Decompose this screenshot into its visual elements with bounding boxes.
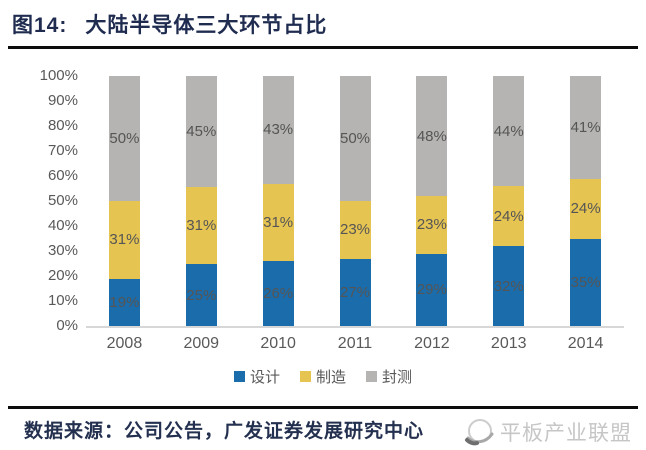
bar-segment-value-label: 23% bbox=[339, 221, 371, 239]
y-axis-tick-label: 90% bbox=[47, 92, 78, 109]
legend-item: 封测 bbox=[366, 366, 412, 387]
bar-segment-value-label: 50% bbox=[109, 130, 140, 147]
legend-item: 制造 bbox=[299, 366, 346, 387]
x-axis-labels: 2008 2009 2010 2011 2012 2013 2014 bbox=[86, 335, 624, 353]
legend: 设计 制造 封测 bbox=[0, 366, 646, 387]
y-axis-tick-label: 50% bbox=[47, 192, 78, 209]
bar-segment: 43% bbox=[262, 76, 294, 184]
x-axis-category-label: 2013 bbox=[490, 335, 527, 352]
y-axis-tick-label: 10% bbox=[47, 292, 78, 309]
stacked-bar-2014: 41% 24% 35% bbox=[570, 76, 602, 326]
bar-segment-value-label: 19% bbox=[109, 293, 140, 311]
bar-segment: 27% bbox=[339, 258, 371, 326]
bar-segment-value-label: 32% bbox=[493, 277, 524, 295]
bar-segment-value-label: 41% bbox=[570, 118, 601, 136]
y-axis: 100% 90% 80% 70% 60% 50% 40% 30% 20% 10% 0% bbox=[24, 67, 86, 334]
y-axis-tick-label: 40% bbox=[47, 217, 78, 234]
data-source-text: 数据来源：公司公告，广发证券发展研究中心 bbox=[24, 421, 425, 442]
x-axis-category-label: 2014 bbox=[567, 335, 604, 352]
bar-slot: 50% 31% 19% bbox=[86, 76, 163, 326]
bars-area: 50% 31% 19% 45% 31% 25% 43% 31% 26% 50% 23% 27% 48% 2… bbox=[86, 76, 624, 328]
bar-slot: 50% 23% 27% bbox=[317, 76, 394, 326]
bar-segment-value-label: 31% bbox=[109, 231, 140, 249]
y-axis-tick-label: 70% bbox=[47, 142, 78, 159]
bar-slot: 44% 24% 32% bbox=[470, 76, 547, 326]
plot-area: 50% 31% 19% 45% 31% 25% 43% 31% 26% 50% 23% 27% 48% 2… bbox=[86, 76, 624, 353]
y-axis-tick-label: 80% bbox=[47, 117, 78, 134]
bar-segment-value-label: 23% bbox=[416, 216, 447, 234]
bar-segment-value-label: 48% bbox=[416, 127, 447, 145]
y-axis-tick-label: 20% bbox=[47, 267, 78, 284]
alliance-logo-icon bbox=[465, 419, 494, 446]
y-axis-tick-label: 60% bbox=[47, 167, 78, 184]
bar-segment-value-label: 44% bbox=[493, 122, 524, 140]
footer-divider-line bbox=[8, 406, 638, 409]
bar-segment-value-label: 50% bbox=[339, 130, 371, 147]
y-axis-tick-label: 100% bbox=[39, 67, 78, 84]
bar-slot: 45% 31% 25% bbox=[163, 76, 240, 326]
bar-segment: 35% bbox=[570, 238, 602, 326]
bar-segment: 32% bbox=[493, 246, 525, 326]
stacked-bar-2012: 48% 23% 29% bbox=[416, 76, 448, 326]
bar-segment: 24% bbox=[493, 186, 525, 246]
legend-swatch-icon bbox=[299, 371, 311, 382]
bar-segment-value-label: 27% bbox=[339, 283, 371, 301]
bar-segment: 23% bbox=[339, 201, 371, 259]
bar-segment: 29% bbox=[416, 253, 448, 326]
bar-segment-value-label: 31% bbox=[263, 213, 294, 231]
bar-segment: 24% bbox=[570, 178, 602, 239]
bar-segment: 45% bbox=[185, 76, 217, 188]
watermark-text: 平板产业联盟 bbox=[500, 422, 632, 445]
x-axis-category-label: 2009 bbox=[183, 335, 220, 352]
bar-segment: 31% bbox=[262, 183, 294, 261]
bar-segment: 44% bbox=[493, 76, 525, 186]
x-axis-category-label: 2008 bbox=[106, 335, 143, 352]
y-axis-tick-label: 30% bbox=[47, 242, 78, 259]
bar-slot: 48% 23% 29% bbox=[393, 76, 470, 326]
stacked-bar-2010: 43% 31% 26% bbox=[262, 76, 294, 326]
stacked-bar-chart: 100% 90% 80% 70% 60% 50% 40% 30% 20% 10% 0% 50% 31%… bbox=[24, 67, 624, 353]
bar-segment: 25% bbox=[185, 264, 217, 326]
bar-segment-value-label: 43% bbox=[263, 121, 294, 139]
x-axis-category-label: 2011 bbox=[337, 335, 373, 352]
legend-label: 制造 bbox=[315, 369, 346, 386]
bar-segment-value-label: 26% bbox=[263, 285, 294, 302]
bar-segment: 19% bbox=[108, 278, 140, 326]
x-axis-category-label: 2010 bbox=[260, 335, 296, 352]
bar-segment: 31% bbox=[185, 187, 217, 265]
bar-segment: 50% bbox=[108, 76, 140, 201]
legend-item: 设计 bbox=[233, 366, 280, 387]
title-divider-line bbox=[8, 46, 638, 49]
bar-segment: 50% bbox=[339, 76, 371, 201]
stacked-bar-2011: 50% 23% 27% bbox=[339, 76, 371, 326]
footer-row: 数据来源：公司公告，广发证券发展研究中心 平板产业联盟 bbox=[24, 416, 632, 448]
bar-segment: 23% bbox=[416, 196, 448, 254]
stacked-bar-2009: 45% 31% 25% bbox=[185, 76, 217, 326]
bar-segment-value-label: 25% bbox=[186, 286, 217, 304]
bar-slot: 41% 24% 35% bbox=[547, 76, 624, 326]
legend-label: 设计 bbox=[249, 369, 280, 386]
stacked-bar-2008: 50% 31% 19% bbox=[108, 76, 140, 326]
figure-title-row: 图14: 大陆半导体三大环节占比 bbox=[0, 0, 646, 39]
bar-segment-value-label: 24% bbox=[570, 200, 601, 217]
bar-segment-value-label: 24% bbox=[493, 207, 524, 225]
bar-segment: 41% bbox=[570, 76, 602, 179]
bar-segment-value-label: 29% bbox=[416, 281, 447, 299]
bar-segment: 31% bbox=[108, 201, 140, 279]
bar-segment: 48% bbox=[416, 76, 448, 196]
bar-segment-value-label: 35% bbox=[570, 273, 601, 291]
legend-swatch-icon bbox=[366, 371, 377, 382]
legend-swatch-icon bbox=[233, 371, 245, 382]
legend-label: 封测 bbox=[382, 369, 413, 386]
y-axis-tick-label: 0% bbox=[56, 317, 78, 334]
bar-slot: 43% 31% 26% bbox=[240, 76, 317, 326]
watermark: 平板产业联盟 bbox=[464, 416, 632, 448]
bar-segment-value-label: 45% bbox=[186, 123, 217, 141]
bar-segment-value-label: 31% bbox=[186, 217, 217, 235]
figure-number-label: 图14: bbox=[12, 14, 68, 37]
figure-title: 大陆半导体三大环节占比 bbox=[85, 14, 328, 37]
stacked-bar-2013: 44% 24% 32% bbox=[493, 76, 525, 326]
bar-segment: 26% bbox=[262, 261, 294, 326]
x-axis-category-label: 2012 bbox=[414, 335, 450, 352]
